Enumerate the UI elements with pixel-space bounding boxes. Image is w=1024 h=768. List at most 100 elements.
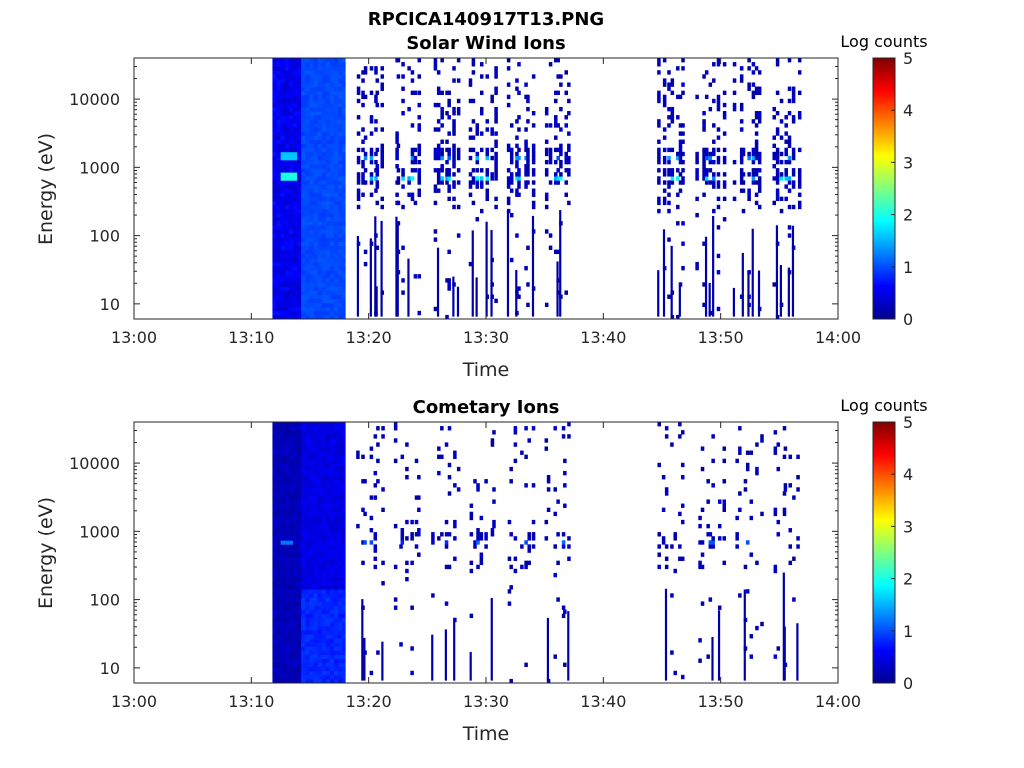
heatmap-cell bbox=[305, 155, 310, 161]
heatmap-cell bbox=[380, 74, 385, 79]
heatmap-cell bbox=[342, 515, 346, 521]
heatmap-cell bbox=[297, 229, 302, 234]
heatmap-cell bbox=[288, 90, 294, 96]
heatmap-cell bbox=[313, 540, 319, 545]
heatmap-cell bbox=[479, 208, 484, 214]
heatmap-cell bbox=[317, 654, 323, 659]
heatmap-cell bbox=[272, 115, 277, 120]
heatmap-cell bbox=[791, 119, 796, 124]
heatmap-cell bbox=[479, 90, 484, 96]
heatmap-cell bbox=[284, 245, 290, 251]
heatmap-cell bbox=[334, 454, 339, 460]
heatmap-cell bbox=[342, 503, 346, 509]
heatmap-cell bbox=[276, 511, 282, 517]
heatmap-cell bbox=[313, 462, 319, 468]
heatmap-cell bbox=[325, 593, 331, 598]
heatmap-cell bbox=[757, 119, 762, 124]
heatmap-cell bbox=[410, 78, 415, 83]
heatmap-cell bbox=[526, 155, 530, 161]
heatmap-cell bbox=[757, 70, 762, 75]
heatmap-cell bbox=[775, 131, 780, 136]
heatmap-cell bbox=[494, 74, 498, 79]
heatmap-cell bbox=[678, 172, 683, 177]
heatmap-cell bbox=[305, 131, 310, 136]
heatmap-cell bbox=[301, 200, 306, 206]
heatmap-cell bbox=[301, 666, 306, 672]
heatmap-cell bbox=[342, 483, 346, 488]
heatmap-cell bbox=[309, 499, 314, 504]
heatmap-cell bbox=[325, 310, 331, 316]
heatmap-cell bbox=[284, 507, 290, 513]
heatmap-cell bbox=[567, 111, 571, 116]
heatmap-cell bbox=[305, 102, 310, 108]
heatmap-cell bbox=[325, 658, 331, 664]
heatmap-cell bbox=[317, 507, 323, 513]
heatmap-cell bbox=[280, 249, 286, 255]
heatmap-cell bbox=[334, 119, 339, 124]
heatmap-cell bbox=[309, 662, 314, 668]
heatmap-cell bbox=[772, 200, 776, 206]
heatmap-cell bbox=[334, 487, 339, 492]
heatmap-cell bbox=[399, 642, 403, 647]
heatmap-cell bbox=[494, 143, 498, 149]
heatmap-cell bbox=[792, 597, 796, 602]
heatmap-cell bbox=[338, 523, 343, 529]
heatmap-cell bbox=[524, 127, 528, 132]
heatmap-cell bbox=[751, 176, 756, 181]
heatmap-cell bbox=[292, 233, 298, 238]
heatmap-cell bbox=[436, 180, 441, 185]
heatmap-cell bbox=[507, 601, 512, 606]
heatmap-cell bbox=[444, 519, 449, 525]
heatmap-cell bbox=[681, 159, 685, 165]
heatmap-cell bbox=[342, 674, 346, 680]
heatmap-cell bbox=[410, 605, 414, 610]
heatmap-cell bbox=[301, 119, 306, 124]
heatmap-cell bbox=[515, 78, 519, 83]
heatmap-cell bbox=[276, 172, 282, 177]
heatmap-cell bbox=[796, 536, 800, 541]
heatmap-cell bbox=[297, 82, 302, 87]
heatmap-cell bbox=[313, 94, 319, 100]
heatmap-cell bbox=[338, 597, 343, 602]
heatmap-cell bbox=[317, 62, 323, 67]
heatmap-cell bbox=[305, 662, 310, 668]
heatmap-cell bbox=[401, 62, 405, 67]
heatmap-cell bbox=[329, 70, 335, 75]
heatmap-cell bbox=[284, 62, 290, 67]
heatmap-cell bbox=[772, 151, 776, 157]
heatmap-cell bbox=[309, 621, 314, 627]
heatmap-cell bbox=[313, 192, 319, 198]
heatmap-cell bbox=[380, 159, 385, 165]
heatmap-cell bbox=[301, 507, 306, 513]
heatmap-cell bbox=[797, 168, 802, 173]
heatmap-cell bbox=[317, 609, 323, 615]
heatmap-cell bbox=[475, 155, 480, 161]
heatmap-cell bbox=[284, 294, 290, 300]
heatmap-cell bbox=[272, 282, 277, 287]
heatmap-cell bbox=[702, 172, 706, 177]
heatmap-cell bbox=[276, 466, 282, 472]
heatmap-cell bbox=[334, 314, 339, 320]
heatmap-cell bbox=[292, 200, 298, 206]
heatmap-cell bbox=[284, 503, 290, 509]
heatmap-cell bbox=[338, 102, 343, 108]
heatmap-cell bbox=[292, 119, 298, 124]
heatmap-cell bbox=[338, 593, 343, 598]
heatmap-cell bbox=[526, 302, 530, 308]
heatmap-cell bbox=[513, 426, 518, 431]
panel-title: Cometary Ions bbox=[413, 397, 560, 418]
heatmap-cell bbox=[317, 270, 323, 275]
heatmap-cell bbox=[321, 249, 327, 255]
heatmap-cell bbox=[284, 212, 290, 218]
heatmap-cell bbox=[531, 426, 536, 431]
heatmap-cell bbox=[716, 106, 721, 112]
heatmap-cell bbox=[272, 172, 277, 177]
heatmap-cell bbox=[297, 102, 302, 108]
heatmap-cell bbox=[329, 310, 335, 316]
heatmap-cell bbox=[313, 564, 319, 570]
heatmap-cell bbox=[276, 217, 282, 222]
heatmap-cell bbox=[657, 139, 661, 144]
heatmap-cell bbox=[334, 204, 339, 210]
heatmap-cell bbox=[436, 70, 441, 75]
